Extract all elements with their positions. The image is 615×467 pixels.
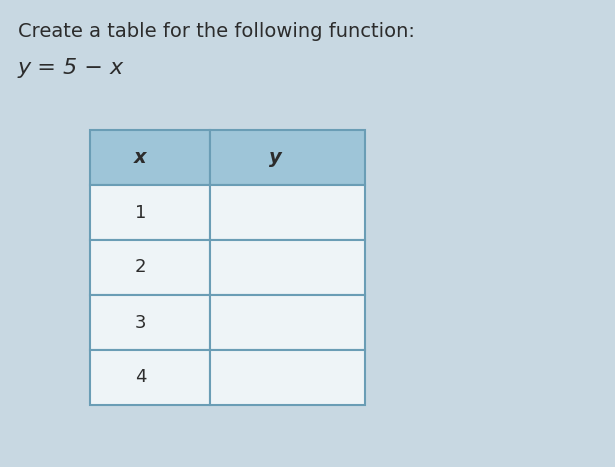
Text: 3: 3 bbox=[135, 313, 146, 332]
Bar bbox=[210, 295, 365, 350]
Bar bbox=[90, 130, 210, 185]
Bar bbox=[90, 185, 210, 240]
Text: 1: 1 bbox=[135, 204, 146, 221]
Text: x: x bbox=[134, 148, 147, 167]
Bar bbox=[90, 295, 210, 350]
Text: y = 5 − x: y = 5 − x bbox=[18, 58, 124, 78]
Bar bbox=[210, 350, 365, 405]
Text: 2: 2 bbox=[135, 259, 146, 276]
Text: y: y bbox=[269, 148, 282, 167]
Bar bbox=[210, 130, 365, 185]
Bar bbox=[90, 350, 210, 405]
Bar bbox=[90, 240, 210, 295]
Text: Create a table for the following function:: Create a table for the following functio… bbox=[18, 22, 415, 41]
Bar bbox=[210, 240, 365, 295]
Bar bbox=[210, 185, 365, 240]
Text: 4: 4 bbox=[135, 368, 146, 387]
